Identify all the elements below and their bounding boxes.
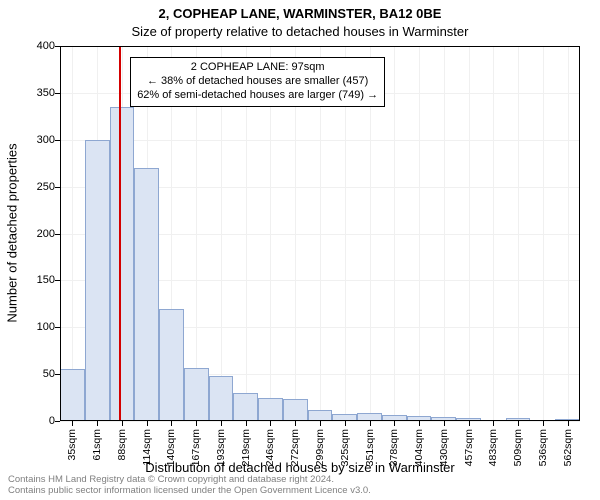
xtick-mark: [444, 421, 445, 426]
ytick-mark: [55, 140, 60, 141]
xtick-label: 272sqm: [289, 429, 301, 466]
annotation-line: 62% of semi-detached houses are larger (…: [137, 89, 378, 103]
annotation-line: 2 COPHEAP LANE: 97sqm: [137, 61, 378, 75]
xtick-label: 167sqm: [190, 429, 202, 466]
ytick-label: 350: [5, 87, 55, 99]
xtick-mark: [345, 421, 346, 426]
histogram-bar: [159, 309, 184, 422]
ytick-mark: [55, 234, 60, 235]
histogram-bar: [209, 376, 234, 421]
histogram-bar: [357, 413, 382, 421]
xtick-label: 562sqm: [562, 429, 574, 466]
xtick-mark: [147, 421, 148, 426]
ytick-label: 250: [5, 181, 55, 193]
xtick-mark: [493, 421, 494, 426]
ytick-label: 50: [5, 368, 55, 380]
xtick-mark: [419, 421, 420, 426]
xtick-mark: [246, 421, 247, 426]
footer-line-2: Contains public sector information licen…: [8, 486, 371, 496]
gridline-v: [419, 46, 420, 421]
xtick-mark: [196, 421, 197, 426]
xtick-label: 457sqm: [463, 429, 475, 466]
chart-subtitle: Size of property relative to detached ho…: [0, 24, 600, 39]
xtick-label: 219sqm: [240, 429, 252, 466]
histogram-bar: [110, 107, 135, 421]
xtick-mark: [518, 421, 519, 426]
histogram-bar: [283, 399, 308, 421]
footer-attribution: Contains HM Land Registry data © Crown c…: [8, 475, 371, 496]
xtick-mark: [97, 421, 98, 426]
ytick-mark: [55, 187, 60, 188]
xtick-label: 61sqm: [91, 429, 103, 461]
xtick-mark: [394, 421, 395, 426]
annotation-line: ← 38% of detached houses are smaller (45…: [137, 75, 378, 89]
chart-title: 2, COPHEAP LANE, WARMINSTER, BA12 0BE: [0, 6, 600, 21]
xtick-mark: [568, 421, 569, 426]
gridline-v: [568, 46, 569, 421]
reference-line: [119, 46, 121, 421]
xtick-mark: [543, 421, 544, 426]
footer-line-1: Contains HM Land Registry data © Crown c…: [8, 475, 371, 485]
ytick-mark: [55, 421, 60, 422]
xtick-mark: [370, 421, 371, 426]
xtick-mark: [72, 421, 73, 426]
gridline-v: [72, 46, 73, 421]
xtick-label: 378sqm: [388, 429, 400, 466]
ytick-label: 300: [5, 134, 55, 146]
xtick-label: 509sqm: [512, 429, 524, 466]
ytick-label: 150: [5, 274, 55, 286]
xtick-mark: [221, 421, 222, 426]
xtick-label: 193sqm: [215, 429, 227, 466]
ytick-mark: [55, 280, 60, 281]
histogram-bar: [60, 369, 85, 421]
xtick-label: 114sqm: [141, 429, 153, 466]
plot-area: 2 COPHEAP LANE: 97sqm← 38% of detached h…: [60, 46, 580, 421]
gridline-v: [543, 46, 544, 421]
xtick-label: 404sqm: [413, 429, 425, 466]
histogram-bar: [184, 368, 209, 421]
xtick-label: 299sqm: [314, 429, 326, 466]
xtick-label: 140sqm: [165, 429, 177, 466]
xtick-mark: [171, 421, 172, 426]
histogram-bar: [134, 168, 159, 421]
gridline-v: [444, 46, 445, 421]
xtick-mark: [295, 421, 296, 426]
gridline-v: [518, 46, 519, 421]
annotation-box: 2 COPHEAP LANE: 97sqm← 38% of detached h…: [130, 57, 385, 106]
xtick-mark: [270, 421, 271, 426]
ytick-mark: [55, 327, 60, 328]
histogram-bar: [258, 398, 283, 421]
xtick-label: 88sqm: [116, 429, 128, 461]
gridline-v: [469, 46, 470, 421]
xtick-label: 325sqm: [339, 429, 351, 466]
ytick-mark: [55, 93, 60, 94]
xtick-label: 246sqm: [264, 429, 276, 466]
gridline-v: [394, 46, 395, 421]
xtick-label: 351sqm: [364, 429, 376, 466]
xtick-label: 483sqm: [487, 429, 499, 466]
ytick-mark: [55, 46, 60, 47]
histogram-bar: [308, 410, 333, 421]
ytick-label: 400: [5, 40, 55, 52]
xtick-label: 35sqm: [66, 429, 78, 461]
gridline-v: [493, 46, 494, 421]
ytick-label: 100: [5, 321, 55, 333]
ytick-label: 0: [5, 415, 55, 427]
ytick-label: 200: [5, 228, 55, 240]
xtick-mark: [320, 421, 321, 426]
histogram-bar: [233, 393, 258, 421]
xtick-label: 536sqm: [537, 429, 549, 466]
xtick-mark: [122, 421, 123, 426]
xtick-label: 430sqm: [438, 429, 450, 466]
histogram-bar: [85, 140, 110, 421]
xtick-mark: [469, 421, 470, 426]
